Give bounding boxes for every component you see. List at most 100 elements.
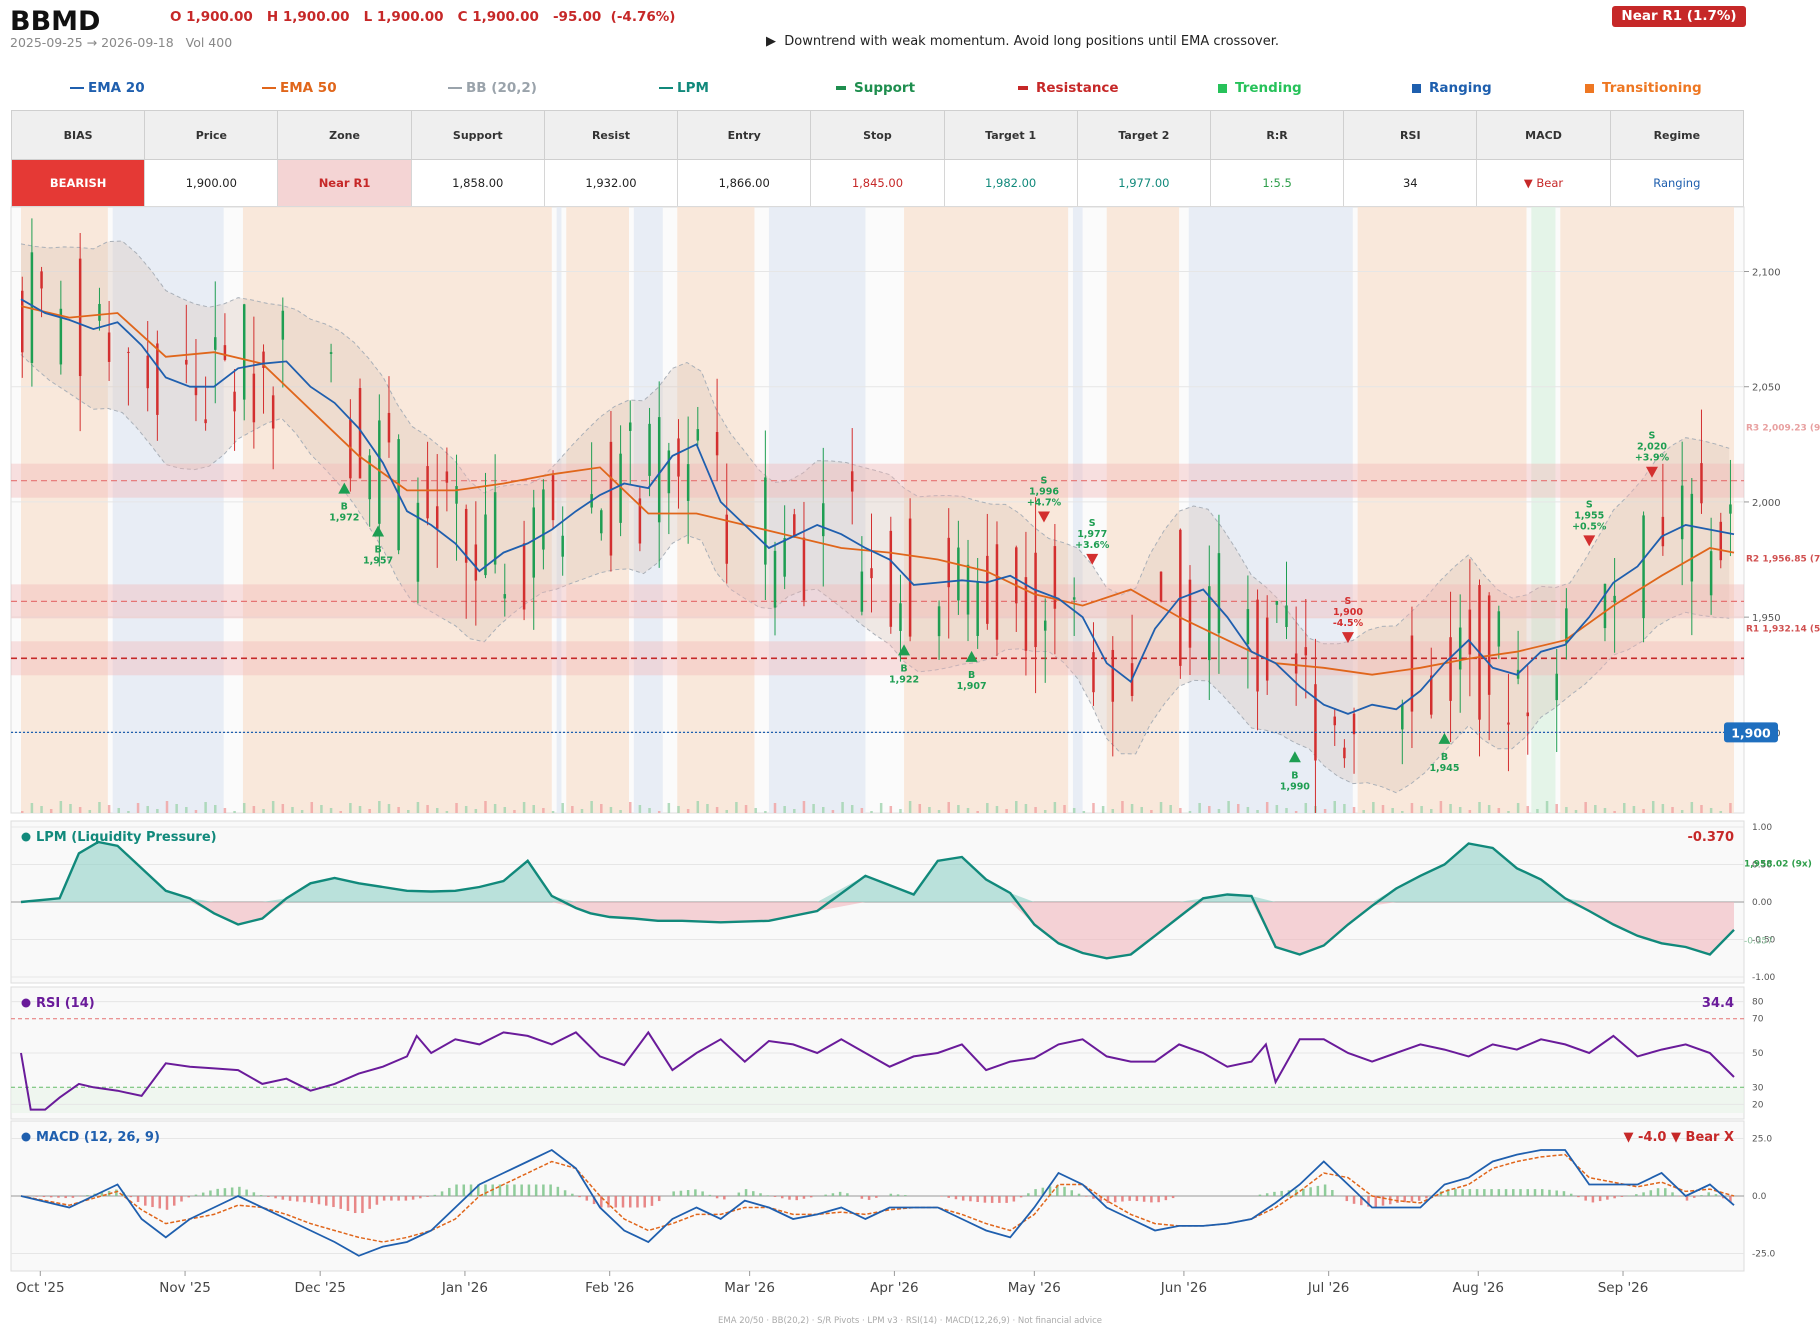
candle-body bbox=[793, 514, 796, 538]
macd-histogram-bar bbox=[1504, 1189, 1508, 1196]
legend-item-1[interactable]: EMA 50 bbox=[262, 80, 337, 96]
macd-histogram-bar bbox=[115, 1189, 118, 1196]
legend-item-3[interactable]: LPM bbox=[659, 80, 709, 96]
candle-body bbox=[1053, 546, 1057, 609]
macd-histogram-bar bbox=[462, 1184, 466, 1196]
signal-price: 1,900 bbox=[1333, 607, 1363, 618]
macd-histogram-bar bbox=[621, 1196, 625, 1208]
macd-histogram-bar bbox=[1316, 1185, 1320, 1196]
signal-price: 1,955 bbox=[1574, 510, 1604, 521]
macd-histogram-bar bbox=[1302, 1188, 1305, 1196]
macd-histogram-bar bbox=[1099, 1196, 1102, 1201]
x-tick-label: Sep '26 bbox=[1598, 1280, 1649, 1296]
y-tick-label: 1.00 bbox=[1752, 823, 1772, 833]
candle-body bbox=[156, 343, 159, 415]
candle-body bbox=[1015, 547, 1018, 604]
macd-histogram-bar bbox=[274, 1196, 277, 1199]
signal-label: B bbox=[968, 670, 975, 681]
volume-bar bbox=[1623, 803, 1626, 813]
signal-price: 1,907 bbox=[957, 681, 987, 692]
volume-bar bbox=[156, 809, 159, 813]
macd-histogram-bar bbox=[361, 1196, 364, 1214]
rsi-title: RSI (14) bbox=[36, 996, 95, 1011]
macd-histogram-bar bbox=[390, 1196, 393, 1201]
macd-histogram-bar bbox=[752, 1191, 755, 1196]
table-header-cell: Stop bbox=[810, 110, 945, 160]
y-tick-label: 20 bbox=[1752, 1100, 1764, 1110]
legend-item-2[interactable]: BB (20,2) bbox=[448, 80, 537, 96]
candle-body bbox=[127, 351, 130, 353]
lpm-dot-icon bbox=[21, 832, 31, 842]
legend-item-8[interactable]: Transitioning bbox=[1585, 80, 1702, 96]
volume-bar bbox=[426, 805, 429, 813]
buy-signal-marker bbox=[372, 525, 385, 537]
volume-bar bbox=[214, 805, 217, 813]
legend-item-5[interactable]: Resistance bbox=[1018, 80, 1119, 96]
macd-histogram-bar bbox=[419, 1196, 422, 1199]
macd-histogram-bar bbox=[1685, 1196, 1689, 1201]
macd-histogram-bar bbox=[180, 1196, 183, 1202]
macd-histogram-bar bbox=[1077, 1193, 1081, 1196]
x-tick-label: Dec '25 bbox=[295, 1280, 346, 1296]
volume-bar bbox=[1516, 803, 1520, 813]
candle-body bbox=[976, 582, 979, 636]
candle-body bbox=[870, 568, 873, 579]
regime-band bbox=[1072, 207, 1083, 813]
chart-legend: EMA 20 EMA 50 BB (20,2) LPM Support Resistanc… bbox=[0, 80, 1745, 100]
volume-bar bbox=[899, 809, 902, 813]
volume-bar bbox=[242, 803, 246, 813]
volume-bar bbox=[1130, 804, 1134, 813]
volume-bar bbox=[590, 801, 593, 813]
volume-bar bbox=[349, 803, 352, 813]
candle-body bbox=[1690, 493, 1694, 582]
candle-body bbox=[561, 535, 564, 557]
legend-item-7[interactable]: Ranging bbox=[1412, 80, 1492, 96]
signal-price: 1,977 bbox=[1077, 529, 1107, 540]
signal-table: BIAS Price Zone Support Resist Entry Stop Targe… bbox=[10, 110, 1745, 207]
macd-histogram-bar bbox=[1106, 1196, 1110, 1203]
volume-bar bbox=[1333, 801, 1336, 813]
lpm-positive-fill bbox=[21, 842, 1734, 902]
candle-body bbox=[957, 547, 960, 601]
macd-histogram-bar bbox=[1005, 1196, 1008, 1203]
macd-histogram-bar bbox=[1092, 1196, 1095, 1199]
candle-body bbox=[725, 514, 729, 564]
table-cell: ▼ Bear bbox=[1476, 159, 1611, 207]
candle-body bbox=[1111, 649, 1115, 702]
volume-bar bbox=[696, 801, 700, 813]
signal-price: 1,922 bbox=[889, 674, 919, 685]
macd-histogram-bar bbox=[71, 1196, 75, 1198]
legend-item-4[interactable]: Support bbox=[836, 80, 915, 96]
legend-item-0[interactable]: EMA 20 bbox=[70, 80, 145, 96]
volume-bar bbox=[146, 806, 149, 813]
price-chart[interactable]: 2,100 2,050 2,000 1,950 1,900 R3 2,009.23 (98… bbox=[0, 205, 1820, 1313]
volume-bar bbox=[1555, 804, 1558, 813]
macd-histogram-bar bbox=[795, 1196, 798, 1201]
volume-bar bbox=[484, 801, 487, 813]
macd-histogram-bar bbox=[527, 1184, 531, 1196]
volume-bar bbox=[1449, 804, 1452, 813]
x-tick-label: May '26 bbox=[1008, 1280, 1061, 1296]
table-header-cell: Entry bbox=[677, 110, 812, 160]
table-cell: 1,845.00 bbox=[810, 159, 945, 207]
macd-histogram-bar bbox=[802, 1196, 806, 1199]
macd-histogram-bar bbox=[578, 1196, 581, 1198]
macd-histogram-bar bbox=[1714, 1194, 1718, 1196]
macd-histogram-bar bbox=[600, 1196, 603, 1208]
candle-body bbox=[194, 387, 198, 396]
candle-body bbox=[1430, 675, 1433, 715]
volume-bar bbox=[937, 810, 941, 813]
regime-band bbox=[1106, 207, 1180, 813]
legend-item-6[interactable]: Trending bbox=[1218, 80, 1302, 96]
candle-body bbox=[986, 555, 989, 624]
table-cell: 1,900.00 bbox=[144, 159, 279, 207]
volume-bar bbox=[300, 810, 304, 813]
bollinger-lower-line bbox=[20, 354, 1730, 794]
macd-histogram-bar bbox=[469, 1184, 473, 1196]
macd-histogram-bar bbox=[1113, 1196, 1117, 1203]
volume-bar bbox=[1043, 810, 1047, 813]
volume-bar bbox=[1709, 808, 1713, 813]
regime-band bbox=[633, 207, 663, 813]
candle-body bbox=[271, 395, 275, 429]
signal-label: B bbox=[1441, 752, 1448, 763]
